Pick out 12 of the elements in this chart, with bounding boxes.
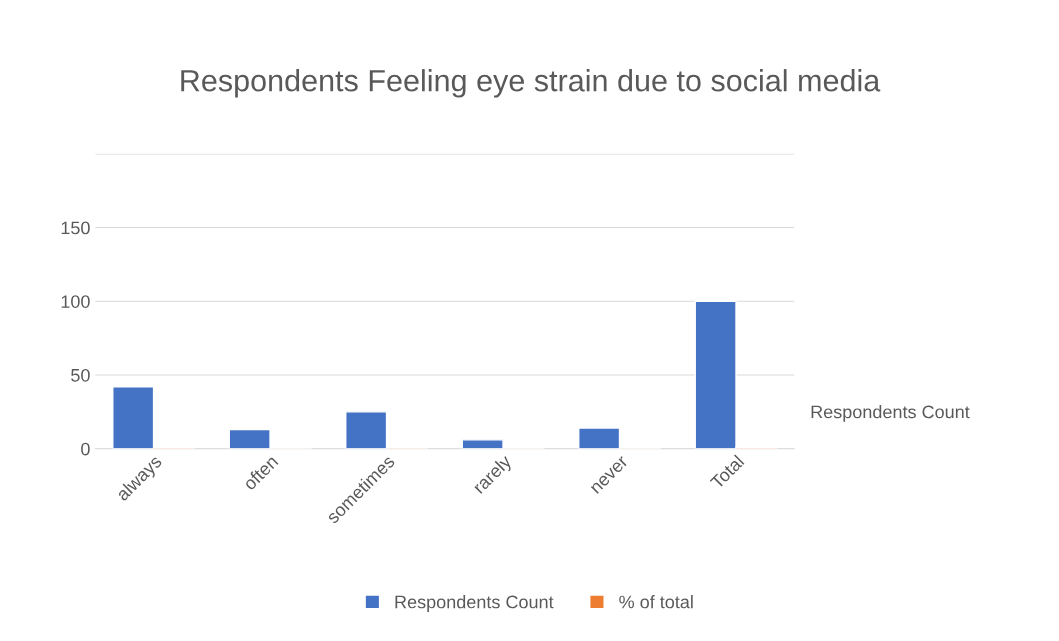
bar (228, 428, 271, 449)
legend-label: Respondents Count (395, 595, 554, 612)
y-tick-label: 50 (71, 368, 90, 382)
y-tick-label: 150 (61, 221, 90, 235)
bar (461, 439, 504, 449)
text: Respondents Count (811, 405, 970, 422)
y-tick-label: 0 (81, 442, 90, 456)
legend-label: % of total (619, 595, 693, 609)
bar (578, 427, 621, 449)
bar (345, 411, 388, 449)
chart-title: Respondents Feeling eye strain due to social media (181, 69, 881, 98)
y-tick-label: 100 (61, 295, 90, 308)
